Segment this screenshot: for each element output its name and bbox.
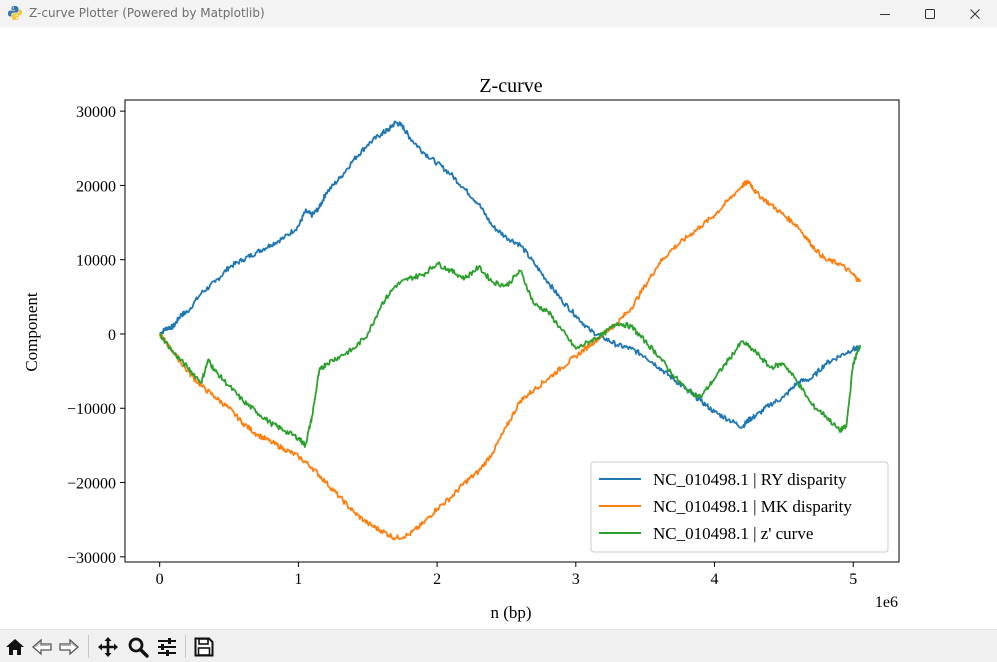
y-tick-label: −10000 xyxy=(67,401,116,418)
series-line-1 xyxy=(158,179,862,541)
forward-button[interactable] xyxy=(57,635,81,659)
y-tick-label: 0 xyxy=(108,327,116,344)
legend-label: NC_010498.1 | MK disparity xyxy=(653,497,852,516)
y-tick-label: 30000 xyxy=(76,104,116,121)
legend-box xyxy=(590,461,889,553)
legend-label: NC_010498.1 | z' curve xyxy=(653,524,813,543)
toolbar-separator xyxy=(88,635,89,658)
x-tick-label: 1 xyxy=(294,571,302,588)
forward-arrow-icon xyxy=(59,638,79,656)
window-titlebar: Z-curve Plotter (Powered by Matplotlib) xyxy=(0,0,997,27)
close-button[interactable] xyxy=(952,0,997,27)
y-tick-label: 10000 xyxy=(76,253,116,270)
y-tick-label: −30000 xyxy=(67,550,116,567)
pan-move-icon xyxy=(98,637,118,657)
close-icon xyxy=(970,8,980,19)
zoom-magnifier-icon xyxy=(128,637,149,658)
python-icon xyxy=(7,5,23,21)
back-arrow-icon xyxy=(32,638,52,656)
legend: NC_010498.1 | RY disparity NC_010498.1 | … xyxy=(590,461,889,553)
zcurve-chart: Z-curve n (bp) Component 1e6 0 1 2 3 4 5 30000… xyxy=(22,75,900,622)
y-axis-label: Component xyxy=(22,292,41,372)
home-icon xyxy=(6,639,24,655)
x-tick-label: 5 xyxy=(849,571,857,588)
minimize-button[interactable] xyxy=(862,0,908,27)
back-button[interactable] xyxy=(30,635,54,659)
figure-canvas[interactable]: Z-curve n (bp) Component 1e6 0 1 2 3 4 5 30000… xyxy=(0,27,997,629)
configure-subplots-button[interactable] xyxy=(155,635,179,659)
plot-frame xyxy=(124,99,900,563)
minimize-icon xyxy=(880,13,890,15)
series-line-0 xyxy=(159,120,861,429)
maximize-button[interactable] xyxy=(907,0,953,27)
y-tick-label: 20000 xyxy=(76,178,116,195)
save-floppy-icon xyxy=(194,637,214,657)
series-layer xyxy=(158,120,862,541)
navigation-toolbar xyxy=(0,629,997,662)
home-button[interactable] xyxy=(3,635,27,659)
x-axis-offset-label: 1e6 xyxy=(875,594,898,611)
maximize-icon xyxy=(925,8,935,19)
chart-title: Z-curve xyxy=(479,75,542,97)
legend-label: NC_010498.1 | RY disparity xyxy=(653,470,847,489)
series-line-2 xyxy=(159,261,862,448)
axis-ticks: 0 1 2 3 4 5 30000 20000 10000 0 −10000 −20000 −30000 xyxy=(67,104,857,588)
x-tick-label: 0 xyxy=(156,571,164,588)
configure-subplots-icon xyxy=(158,638,176,656)
save-button[interactable] xyxy=(192,635,216,659)
x-tick-label: 4 xyxy=(711,571,719,588)
x-axis-label: n (bp) xyxy=(490,603,531,622)
window-title: Z-curve Plotter (Powered by Matplotlib) xyxy=(29,6,265,20)
toolbar-separator xyxy=(185,635,186,658)
y-tick-label: −20000 xyxy=(67,476,116,493)
x-tick-label: 2 xyxy=(433,571,441,588)
x-tick-label: 3 xyxy=(572,571,580,588)
zoom-button[interactable] xyxy=(126,635,150,659)
pan-button[interactable] xyxy=(96,635,120,659)
